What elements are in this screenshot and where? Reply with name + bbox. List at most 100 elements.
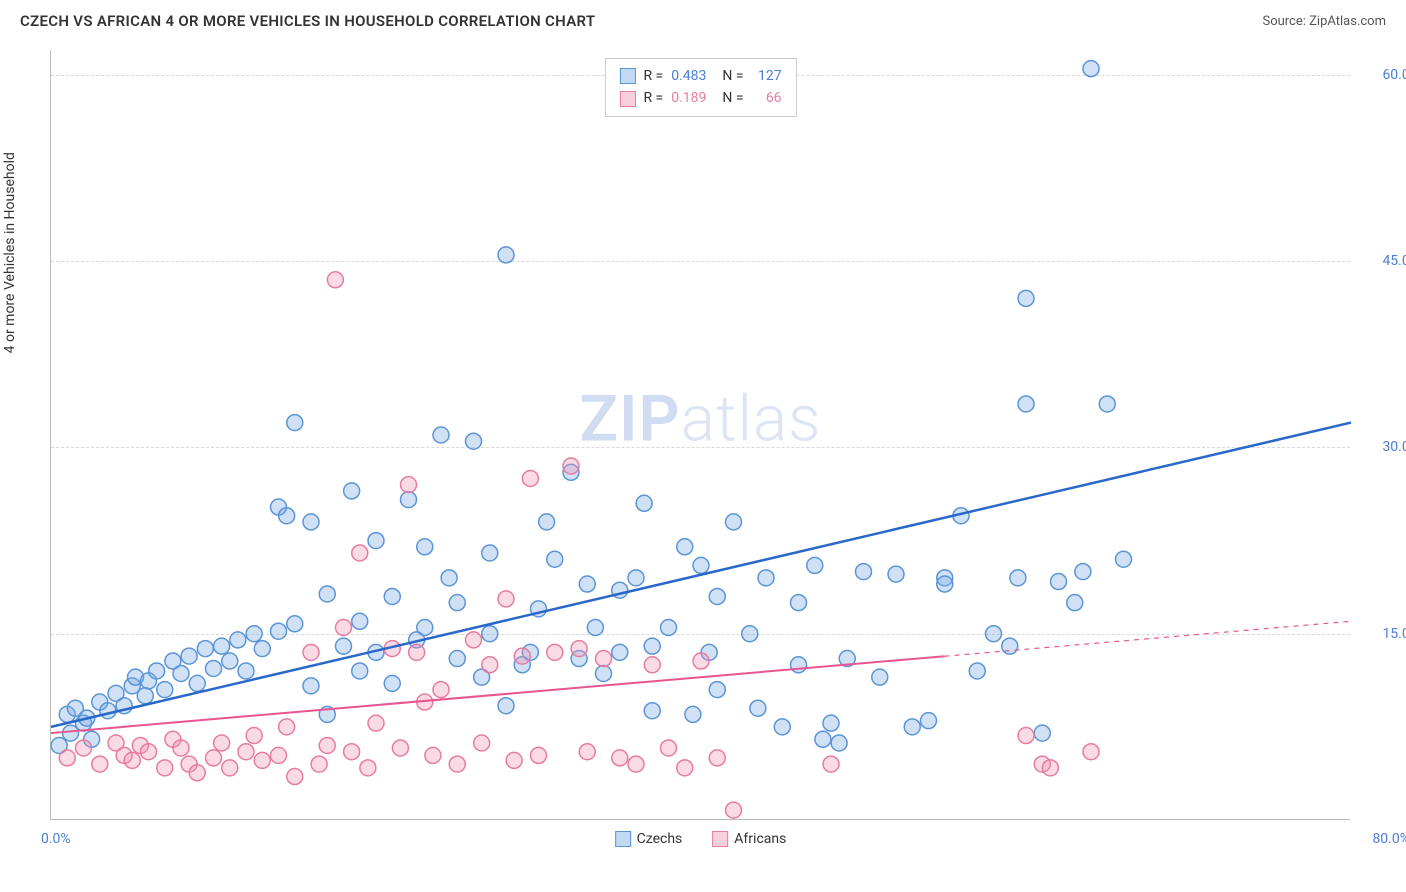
data-point [271, 623, 287, 639]
data-point [344, 483, 360, 499]
data-point [319, 737, 335, 753]
data-point [1042, 760, 1058, 776]
data-point [498, 591, 514, 607]
data-point [571, 641, 587, 657]
data-point [709, 750, 725, 766]
legend-label: Czechs [637, 831, 683, 847]
data-point [124, 752, 140, 768]
trend-line [51, 423, 1351, 727]
data-point [815, 731, 831, 747]
legend-swatch [619, 91, 635, 107]
data-point [823, 756, 839, 772]
data-point [100, 703, 116, 719]
data-point [709, 682, 725, 698]
data-point [417, 539, 433, 555]
data-point [677, 539, 693, 555]
data-point [92, 756, 108, 772]
data-point [214, 638, 230, 654]
data-point [1018, 396, 1034, 412]
data-point [279, 719, 295, 735]
stat-n-value: 66 [752, 87, 782, 109]
data-point [547, 551, 563, 567]
data-point [433, 427, 449, 443]
stat-n-label: N = [722, 65, 743, 87]
data-point [384, 588, 400, 604]
data-point [685, 706, 701, 722]
bottom-legend: CzechsAfricans [615, 831, 787, 847]
data-point [482, 657, 498, 673]
data-point [726, 802, 742, 818]
data-point [254, 641, 270, 657]
stat-r-value: 0.189 [671, 87, 706, 109]
stat-r-label: R = [643, 87, 663, 109]
data-point [206, 660, 222, 676]
data-point [831, 735, 847, 751]
data-point [173, 740, 189, 756]
data-point [628, 756, 644, 772]
data-point [336, 620, 352, 636]
data-point [246, 728, 262, 744]
source-attribution: Source: ZipAtlas.com [1262, 14, 1386, 29]
stat-r-value: 0.483 [671, 65, 706, 87]
y-tick-label: 30.0% [1360, 439, 1406, 455]
data-point [222, 653, 238, 669]
x-tick-min: 0.0% [41, 831, 71, 847]
data-point [482, 545, 498, 561]
data-point [319, 586, 335, 602]
data-point [1083, 744, 1099, 760]
data-point [677, 760, 693, 776]
data-point [904, 719, 920, 735]
data-point [401, 477, 417, 493]
y-tick-label: 45.0% [1360, 253, 1406, 269]
data-point [579, 576, 595, 592]
data-point [693, 557, 709, 573]
stats-legend: R =0.483N =127R =0.189N =66 [604, 58, 796, 117]
y-axis-label: 4 or more Vehicles in Household [2, 152, 18, 353]
data-point [384, 675, 400, 691]
data-point [206, 750, 222, 766]
data-point [303, 644, 319, 660]
data-point [872, 669, 888, 685]
stats-row: R = 0.189 N = 66 [619, 87, 781, 109]
data-point [368, 533, 384, 549]
data-point [856, 564, 872, 580]
data-point [969, 663, 985, 679]
data-point [417, 620, 433, 636]
data-point [157, 760, 173, 776]
data-point [449, 595, 465, 611]
data-point [425, 747, 441, 763]
data-point [401, 492, 417, 508]
data-point [1067, 595, 1083, 611]
data-point [579, 744, 595, 760]
data-point [1034, 725, 1050, 741]
stat-n-label: N = [722, 87, 743, 109]
data-point [1116, 551, 1132, 567]
data-point [254, 752, 270, 768]
data-point [636, 495, 652, 511]
data-point [563, 458, 579, 474]
data-point [539, 514, 555, 530]
data-point [474, 735, 490, 751]
data-point [173, 665, 189, 681]
data-point [197, 641, 213, 657]
data-point [498, 247, 514, 263]
data-point [287, 769, 303, 785]
x-tick-max: 80.0% [1372, 831, 1406, 847]
title-row: CZECH VS AFRICAN 4 OR MORE VEHICLES IN H… [0, 0, 1406, 38]
data-point [449, 756, 465, 772]
data-point [709, 588, 725, 604]
data-point [271, 747, 287, 763]
data-point [758, 570, 774, 586]
data-point [409, 644, 425, 660]
data-point [612, 644, 628, 660]
stats-row: R =0.483N =127 [619, 65, 781, 87]
data-point [937, 576, 953, 592]
data-point [360, 760, 376, 776]
data-point [1018, 728, 1034, 744]
data-point [141, 744, 157, 760]
data-point [547, 644, 563, 660]
data-point [238, 744, 254, 760]
data-point [498, 698, 514, 714]
data-point [986, 626, 1002, 642]
data-point [311, 756, 327, 772]
